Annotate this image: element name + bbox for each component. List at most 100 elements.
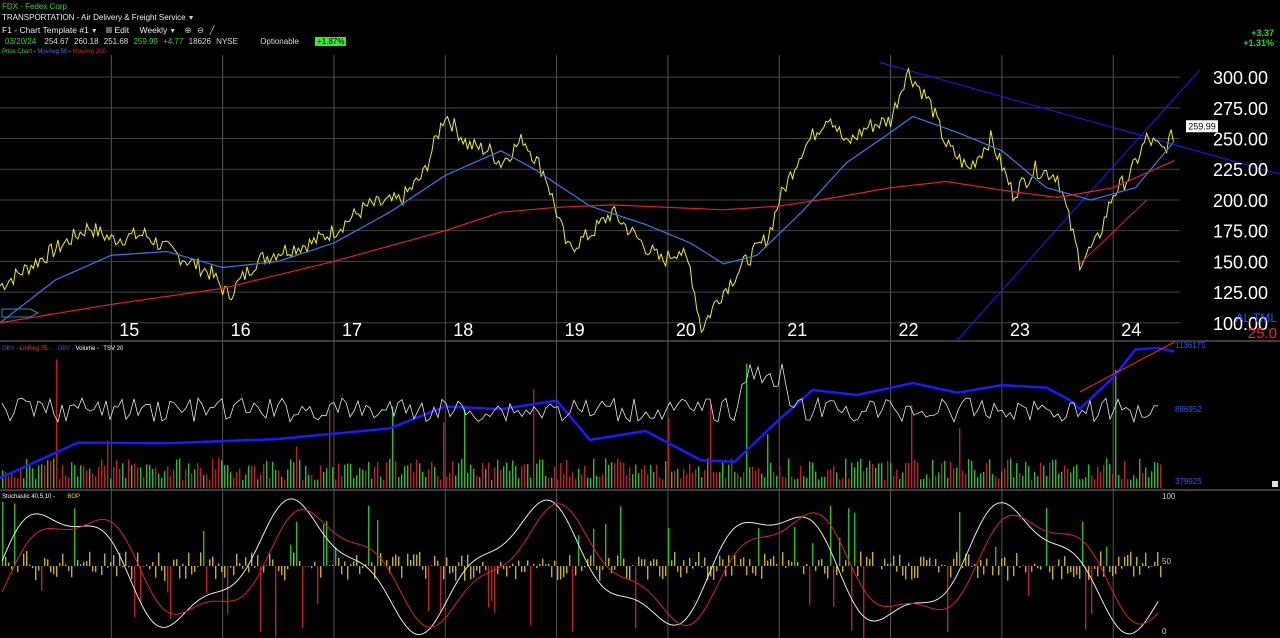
bop-bar [731,566,733,576]
bop-bar [248,566,250,573]
bop-bar [221,566,223,573]
bop-bar [272,559,274,566]
volume-bar [89,468,91,488]
corner-value: 25.0 [1248,325,1277,342]
bop-bar [236,553,238,566]
panel-resize-handle[interactable] [1272,481,1278,487]
volume-bar [917,462,919,488]
volume-bar [1157,463,1159,488]
volume-bar [554,466,556,488]
bop-bar [215,566,217,579]
bop-bar [419,551,421,566]
bop-bar [437,560,439,566]
volume-bar [746,363,748,488]
volume-bar [845,458,847,488]
volume-bar [143,476,145,488]
volume-bar [989,459,991,488]
quote-close: 259.99 [133,37,158,46]
bop-bar [656,559,658,566]
support-line [1079,199,1147,265]
bop-bar [926,559,928,566]
volume-bar [599,476,601,488]
volume-bar [935,475,937,488]
bop-bar [431,565,433,566]
volume-bar [1022,475,1024,488]
bop-bar [530,566,532,626]
volume-bar [1076,464,1078,488]
scroll-handle[interactable] [1,308,40,318]
volume-bar [170,476,172,488]
bop-bar [980,559,982,566]
volume-bar [980,473,982,488]
edit-button[interactable]: Edit [114,25,130,35]
volume-bar [341,476,343,488]
bop-bar [401,566,403,579]
bop-bar [2,501,4,566]
volume-bar [296,446,298,488]
volume-bar [794,479,796,488]
volume-bar [332,467,334,488]
bop-bar [86,560,88,566]
y-tick-label: 200.00 [1213,191,1268,211]
bop-bar [461,555,463,566]
bop-bar [521,566,523,573]
bop-bar [11,566,13,570]
oscillator-y-label: 100 [1162,492,1176,501]
bop-bar [26,551,28,566]
bop-bar [263,566,265,573]
bop-bar [485,566,487,571]
zoom-in-icon[interactable]: ⊕ [184,25,192,35]
volume-bar [722,462,724,488]
draw-tool-icon[interactable]: ╱ [209,25,215,35]
bop-bar [821,558,823,566]
bop-bar [38,566,40,571]
edit-icon[interactable] [106,27,113,33]
period-select[interactable]: Weekly ▼ [139,25,177,35]
y-tick-label: 175.00 [1213,222,1268,242]
volume-bar [107,440,109,488]
bop-bar [548,563,550,566]
zoom-out-icon[interactable]: ⊖ [197,25,205,35]
volume-bar [410,462,412,488]
bop-bar [500,562,502,566]
volume-bar [626,475,628,488]
volume-bar [83,466,85,488]
template-select[interactable]: F1 - Chart Template #1 ▼ [2,25,98,35]
volume-bar [1148,477,1150,488]
bop-bar [1136,556,1138,566]
bop-bar [344,561,346,566]
volume-bar [437,476,439,488]
bop-bar [917,566,919,578]
sector-menu[interactable]: TRANSPORTATION - Air Delivery & Freight … [2,13,195,22]
bop-bar [1151,566,1153,567]
volume-bar [125,477,127,488]
bop-bar [1046,507,1048,566]
volume-bar [38,465,40,488]
volume-bar [242,479,244,488]
volume-bar [1058,473,1060,488]
bop-bar [992,566,994,576]
bop-bar [65,564,67,566]
trendline-down[interactable] [879,61,1280,175]
volume-bar [725,477,727,488]
bop-bar [899,554,901,566]
volume-bar [404,466,406,488]
bop-bar [161,566,163,571]
volume-bar [539,459,541,488]
volume-bar [1109,464,1111,488]
bop-bar [659,566,661,577]
x-tick-label: 17 [342,320,362,340]
trendline-up[interactable] [956,69,1201,341]
volume-bar [815,471,817,488]
volume-bar [467,472,469,488]
bop-bar [443,566,445,580]
right-pct: +1.31% [1243,38,1274,48]
volume-bar [482,463,484,488]
volume-bar [56,359,58,488]
bop-bar [818,560,820,566]
volume-bar [632,474,634,488]
bop-bar [188,552,190,566]
bop-bar [551,566,553,578]
volume-panel: OBV - LinReg 75 - OBV - Volume - TSV 20 11361… [0,341,1206,488]
bop-bar [338,557,340,566]
